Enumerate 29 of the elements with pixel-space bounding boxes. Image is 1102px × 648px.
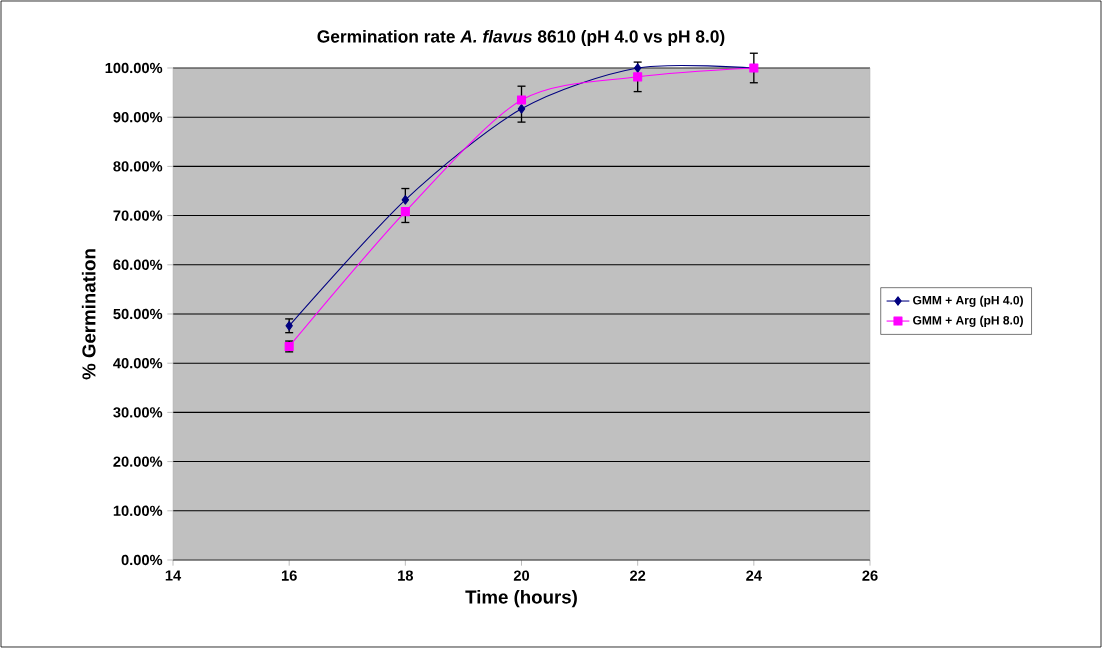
point	[401, 195, 410, 205]
y-tick-label: 20.00%	[113, 456, 163, 467]
point	[400, 207, 410, 217]
legend-label: GMM + Arg (pH 4.0)	[913, 295, 1023, 307]
y-tick-label: 30.00%	[113, 407, 163, 418]
chart-title: Germination rate A. flavus 8610 (pH 4.0 vs pH 8.0)	[317, 29, 725, 47]
y-tick-label: 0.00%	[121, 554, 163, 566]
y-tick-label: 40.00%	[113, 358, 163, 369]
x-tick-label: 18	[398, 570, 414, 581]
point	[516, 95, 527, 105]
point	[633, 63, 642, 73]
y-tick-label: 100.00%	[105, 62, 163, 74]
point	[517, 104, 526, 114]
y-tick-label: 80.00%	[113, 161, 163, 172]
x-tick-label: 26	[862, 570, 878, 581]
x-tick-label: 22	[630, 570, 646, 581]
legend-label: GMM + Arg (pH 8.0)	[913, 315, 1023, 327]
y-tick-label: 10.00%	[113, 505, 163, 516]
x-tick-label: 24	[746, 570, 762, 581]
point	[633, 72, 643, 82]
x-tick-label: 14	[165, 570, 182, 581]
y-tick-label: 90.00%	[113, 112, 163, 123]
y-tick-label: 60.00%	[113, 259, 163, 270]
x-tick-label: 16	[281, 570, 297, 581]
y-axis-title: % Germination	[81, 249, 96, 380]
x-tick-label: 20	[513, 570, 530, 581]
y-tick-label: 50.00%	[113, 308, 163, 320]
y-tick-label: 70.00%	[113, 210, 163, 221]
x-axis-title: Time (hours)	[465, 589, 577, 608]
